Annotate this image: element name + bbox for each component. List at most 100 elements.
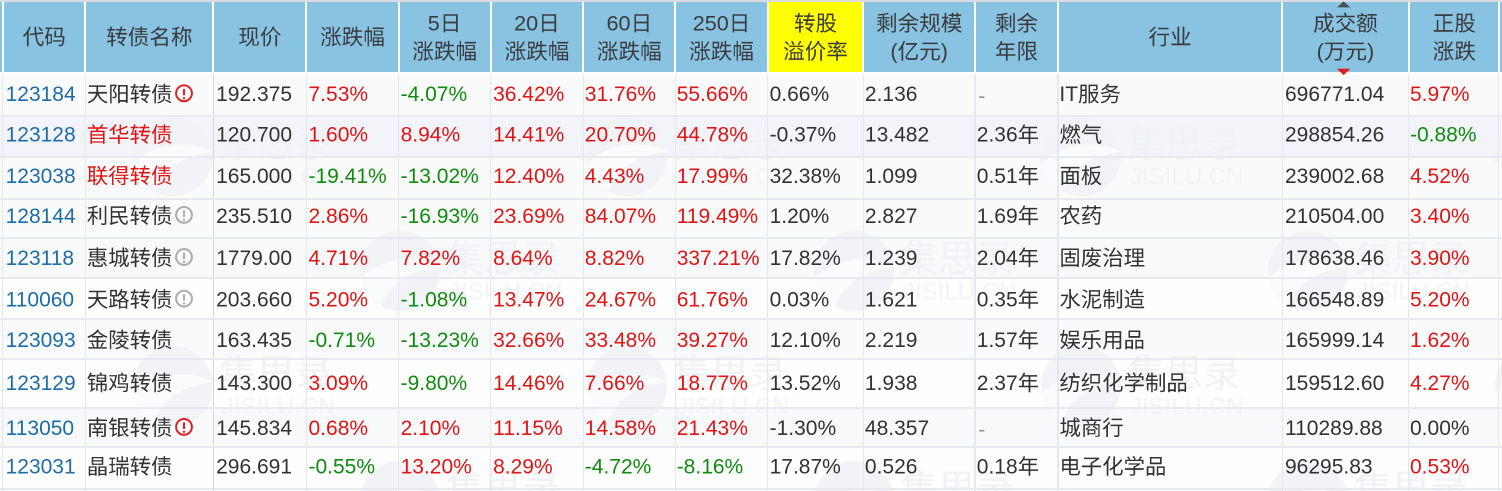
svg-text:13.52%: 13.52% <box>770 372 841 395</box>
svg-text:1.57: 1.57 <box>977 329 1018 352</box>
svg-text:55.66%: 55.66% <box>677 83 748 106</box>
svg-text:3.09%: 3.09% <box>309 372 369 395</box>
svg-text:119.49%: 119.49% <box>677 205 758 228</box>
svg-text:696771.04: 696771.04 <box>1285 83 1385 106</box>
svg-text:123129: 123129 <box>6 372 76 395</box>
svg-text:4.27%: 4.27% <box>1410 372 1470 395</box>
svg-text:120.700: 120.700 <box>216 124 292 147</box>
svg-text:39.27%: 39.27% <box>677 329 748 352</box>
svg-text:4.43%: 4.43% <box>585 165 645 188</box>
svg-text:298854.26: 298854.26 <box>1285 124 1384 147</box>
svg-text:23.69%: 23.69% <box>493 205 564 228</box>
svg-text:0.18: 0.18 <box>977 456 1018 479</box>
svg-text:7.53%: 7.53% <box>309 83 369 106</box>
svg-text:44.78%: 44.78% <box>677 124 748 147</box>
svg-text:8.29%: 8.29% <box>493 456 553 479</box>
svg-text:145.834: 145.834 <box>216 417 292 440</box>
svg-text:128144: 128144 <box>6 205 76 228</box>
svg-text:0.03%: 0.03% <box>770 289 830 312</box>
svg-text:3.40%: 3.40% <box>1410 205 1470 228</box>
svg-text:13.482: 13.482 <box>865 124 929 147</box>
svg-text:123184: 123184 <box>6 83 76 106</box>
svg-text:14.58%: 14.58% <box>585 417 656 440</box>
svg-text:1.621: 1.621 <box>865 289 918 312</box>
svg-text:1.20%: 1.20% <box>770 205 830 228</box>
svg-text:-0.37%: -0.37% <box>770 124 837 147</box>
svg-text:17.99%: 17.99% <box>677 165 748 188</box>
svg-text:11.15%: 11.15% <box>493 417 563 440</box>
svg-text:5: 5 <box>428 11 440 36</box>
svg-text:113050: 113050 <box>6 417 75 440</box>
svg-text:123031: 123031 <box>6 456 76 479</box>
svg-text:(: ( <box>1317 39 1325 64</box>
svg-text:159512.60: 159512.60 <box>1285 372 1384 395</box>
svg-text:143.300: 143.300 <box>216 372 292 395</box>
svg-text:123093: 123093 <box>6 329 76 352</box>
svg-text:-13.23%: -13.23% <box>401 329 479 352</box>
svg-text:-: - <box>978 85 985 108</box>
svg-text:166548.89: 166548.89 <box>1285 289 1384 312</box>
svg-text:13.47%: 13.47% <box>493 289 564 312</box>
svg-text:1.62%: 1.62% <box>1410 329 1470 352</box>
svg-text:): ) <box>941 39 948 64</box>
svg-text:-0.55%: -0.55% <box>309 456 376 479</box>
svg-text:14.46%: 14.46% <box>493 372 564 395</box>
svg-text:2.10%: 2.10% <box>401 417 461 440</box>
svg-text:20: 20 <box>514 11 538 36</box>
svg-text:13.20%: 13.20% <box>401 456 472 479</box>
svg-text:163.435: 163.435 <box>216 329 292 352</box>
svg-text:32.66%: 32.66% <box>493 329 564 352</box>
svg-text:296.691: 296.691 <box>216 456 292 479</box>
svg-text:4.71%: 4.71% <box>309 247 369 270</box>
svg-text:165999.14: 165999.14 <box>1285 329 1385 352</box>
svg-text:178638.46: 178638.46 <box>1285 247 1384 270</box>
svg-text:0.68%: 0.68% <box>309 417 369 440</box>
svg-text:(: ( <box>890 39 898 64</box>
svg-text:250: 250 <box>693 11 729 36</box>
svg-text:239002.68: 239002.68 <box>1285 165 1384 188</box>
svg-text:1.099: 1.099 <box>865 165 918 188</box>
svg-text:0.526: 0.526 <box>865 456 918 479</box>
svg-text:8.64%: 8.64% <box>493 247 553 270</box>
svg-text:8.82%: 8.82% <box>585 247 645 270</box>
svg-text:): ) <box>1367 39 1374 64</box>
svg-text:-19.41%: -19.41% <box>309 165 387 188</box>
svg-text:84.07%: 84.07% <box>585 205 656 228</box>
svg-text:-13.02%: -13.02% <box>401 165 479 188</box>
svg-text:31.76%: 31.76% <box>585 83 656 106</box>
svg-text:24.67%: 24.67% <box>585 289 656 312</box>
svg-text:165.000: 165.000 <box>216 165 292 188</box>
svg-text:0.00%: 0.00% <box>1410 417 1470 440</box>
svg-text:2.219: 2.219 <box>865 329 918 352</box>
svg-text:5.97%: 5.97% <box>1410 83 1470 106</box>
svg-text:110060: 110060 <box>6 289 75 312</box>
svg-text:3.90%: 3.90% <box>1410 247 1470 270</box>
svg-text:123118: 123118 <box>6 247 75 270</box>
svg-text:4.52%: 4.52% <box>1410 165 1470 188</box>
svg-text:110289.88: 110289.88 <box>1285 417 1383 440</box>
svg-text:-: - <box>978 418 985 441</box>
svg-text:-4.72%: -4.72% <box>585 456 652 479</box>
svg-text:0.53%: 0.53% <box>1410 456 1470 479</box>
svg-text:1.69: 1.69 <box>977 205 1018 228</box>
svg-text:2.37: 2.37 <box>977 372 1018 395</box>
svg-text:36.42%: 36.42% <box>493 83 564 106</box>
svg-text:0.51: 0.51 <box>977 165 1018 188</box>
svg-text:IT: IT <box>1059 83 1078 106</box>
svg-text:20.70%: 20.70% <box>585 124 656 147</box>
svg-text:123128: 123128 <box>6 124 76 147</box>
svg-text:21.43%: 21.43% <box>677 417 748 440</box>
svg-text:-1.08%: -1.08% <box>401 289 468 312</box>
svg-text:1779.00: 1779.00 <box>216 247 292 270</box>
svg-text:12.40%: 12.40% <box>493 165 564 188</box>
svg-text:2.04: 2.04 <box>977 247 1018 270</box>
svg-text:14.41%: 14.41% <box>493 124 564 147</box>
svg-text:33.48%: 33.48% <box>585 329 656 352</box>
svg-text:1.239: 1.239 <box>865 247 918 270</box>
svg-text:48.357: 48.357 <box>865 417 929 440</box>
svg-text:12.10%: 12.10% <box>770 329 841 352</box>
svg-text:0.66%: 0.66% <box>770 83 830 106</box>
svg-text:5.20%: 5.20% <box>1410 289 1470 312</box>
svg-text:-1.30%: -1.30% <box>770 417 837 440</box>
svg-text:61.76%: 61.76% <box>677 289 748 312</box>
